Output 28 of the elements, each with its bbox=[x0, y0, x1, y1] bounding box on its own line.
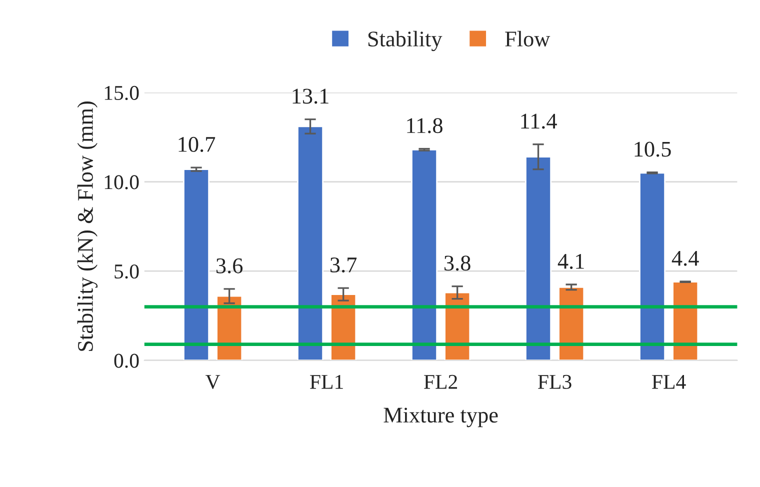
x-axis-title: Mixture type bbox=[384, 408, 498, 428]
y-tick-label: 0.0 bbox=[114, 354, 139, 368]
bar bbox=[639, 172, 666, 360]
y-axis-title: Stability (kN) & Flow (mm) bbox=[77, 102, 98, 351]
bar bbox=[525, 156, 552, 360]
x-tick-label: FL3 bbox=[538, 374, 572, 389]
data-label: 11.4 bbox=[521, 114, 557, 129]
bar bbox=[183, 168, 210, 360]
x-tick-label: FL4 bbox=[652, 375, 686, 389]
data-label: 11.8 bbox=[407, 118, 442, 134]
x-tick-label: V bbox=[206, 375, 220, 390]
y-tick-label: 5.0 bbox=[114, 264, 139, 279]
bar bbox=[297, 126, 324, 360]
bar bbox=[411, 148, 438, 360]
data-label: 4.1 bbox=[558, 254, 584, 269]
data-label: 10.5 bbox=[634, 142, 671, 157]
data-label: 10.7 bbox=[178, 136, 216, 152]
legend-label: Stability bbox=[368, 30, 442, 52]
x-tick-label: FL2 bbox=[424, 374, 458, 389]
data-label: 3.6 bbox=[216, 258, 243, 274]
x-tick-label: FL1 bbox=[310, 374, 343, 389]
data-label: 13.1 bbox=[292, 88, 328, 104]
data-label: 4.4 bbox=[672, 250, 699, 266]
data-label: 3.8 bbox=[444, 256, 470, 271]
data-label: 3.7 bbox=[330, 258, 357, 273]
y-tick-label: 15.0 bbox=[104, 86, 139, 100]
y-tick-label: 10.0 bbox=[104, 175, 139, 190]
legend-label: Flow bbox=[505, 30, 550, 47]
